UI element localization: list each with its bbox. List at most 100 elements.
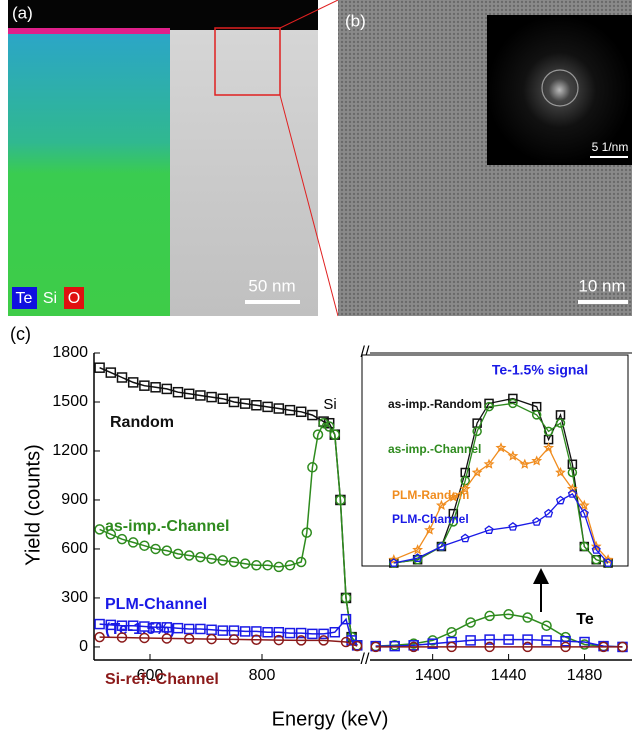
data-point [318, 628, 329, 640]
series-label: Si-ref.-Channel [105, 671, 219, 688]
data-point [172, 386, 184, 398]
y-tick-label: 0 [79, 638, 88, 655]
data-point [318, 635, 329, 646]
data-point [351, 640, 363, 652]
data-point [94, 524, 105, 535]
data-point [507, 450, 519, 461]
legend-swatch [64, 287, 84, 309]
data-point [172, 622, 184, 634]
data-point [307, 462, 318, 473]
data-point [408, 641, 419, 653]
data-point [579, 541, 590, 552]
data-point [161, 383, 173, 395]
data-point [116, 533, 128, 545]
data-point [217, 625, 229, 636]
data-point [262, 560, 273, 571]
data-point [447, 491, 459, 502]
y-tick-label: 300 [61, 589, 88, 606]
data-point [541, 635, 552, 646]
y-tick-label: 1200 [52, 442, 88, 459]
inset-label: PLM-Random [392, 488, 469, 502]
scale-bar-label: 50 nm [248, 276, 295, 295]
scale-bar [590, 156, 628, 158]
data-point [591, 544, 601, 554]
data-point [484, 525, 494, 534]
axis-break: // [361, 651, 370, 668]
scale-bar [245, 300, 300, 304]
data-point [105, 529, 117, 540]
legend-label: Te [16, 290, 33, 307]
data-point [105, 619, 117, 631]
series-label: Random [110, 414, 174, 431]
data-point [127, 537, 139, 548]
x-tick-label: 1480 [567, 667, 603, 684]
data-point [389, 640, 400, 652]
data-point [446, 641, 457, 653]
panel-label: (b) [345, 11, 366, 30]
data-point [544, 508, 554, 518]
scale-bar [578, 300, 628, 304]
data-point [340, 592, 352, 604]
data-point [503, 634, 514, 645]
series-line [99, 636, 623, 648]
series-label: PLM-Channel [105, 596, 207, 613]
series-label: as-imp.-Channel [105, 518, 229, 535]
data-point [508, 393, 518, 404]
data-point [484, 641, 495, 653]
zoom-line [279, 0, 339, 29]
data-point [389, 558, 399, 567]
x-tick-label: 1440 [491, 667, 527, 684]
y-tick-label: 600 [61, 540, 88, 557]
inset-title: Te-1.5% signal [492, 362, 588, 378]
data-point [531, 410, 542, 420]
data-point [555, 495, 566, 505]
data-point [251, 634, 262, 646]
y-tick-label: 1500 [52, 393, 88, 410]
data-point [483, 458, 495, 469]
data-point [150, 382, 161, 393]
data-point [94, 631, 105, 643]
oxide-layer [8, 28, 170, 34]
data-point [228, 396, 240, 408]
data-point [239, 558, 251, 569]
data-point [323, 421, 335, 432]
data-point [183, 550, 195, 561]
zoom-line [279, 94, 339, 317]
data-point [217, 393, 229, 404]
data-point [161, 545, 173, 556]
inset-label: PLM-Channel [392, 512, 469, 526]
data-point [295, 627, 307, 639]
inset-line [393, 493, 609, 564]
x-tick-label: 600 [137, 667, 164, 684]
data-point [436, 541, 446, 551]
data-point [284, 404, 296, 416]
data-point [484, 401, 494, 412]
legend-label: Si [43, 290, 57, 307]
data-point [116, 632, 128, 643]
data-point [318, 417, 329, 429]
data-point [195, 390, 206, 401]
data-point [531, 455, 543, 466]
y-tick-label: 1800 [52, 344, 88, 361]
data-point [340, 636, 352, 648]
data-point [370, 641, 381, 653]
legend-swatch [12, 287, 37, 309]
data-point [448, 517, 459, 527]
data-point [251, 560, 262, 571]
data-point [503, 609, 514, 620]
zoom-box [214, 27, 281, 96]
data-point [183, 623, 195, 635]
x-axis-label: Energy (keV) [272, 708, 389, 730]
data-point [94, 362, 105, 373]
data-point [273, 634, 285, 646]
scale-bar-label: 10 nm [578, 276, 625, 295]
data-point [579, 508, 589, 518]
data-point [161, 622, 173, 633]
data-point [329, 626, 341, 638]
data-point [508, 398, 518, 409]
data-point [161, 633, 173, 644]
data-point [495, 442, 507, 453]
annotation: Te [576, 611, 594, 628]
data-point [388, 553, 400, 565]
data-point [412, 544, 424, 555]
